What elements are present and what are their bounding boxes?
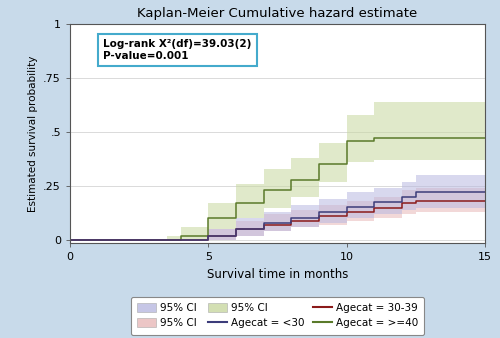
Text: Log-rank X²(df)=39.03(2)
P-value=0.001: Log-rank X²(df)=39.03(2) P-value=0.001 (103, 39, 252, 61)
Title: Kaplan-Meier Cumulative hazard estimate: Kaplan-Meier Cumulative hazard estimate (138, 7, 417, 20)
X-axis label: Survival time in months: Survival time in months (207, 268, 348, 281)
Legend: 95% CI, 95% CI , 95% CI  , Agecat = <30, Agecat = 30-39, Agecat = >=40: 95% CI, 95% CI , 95% CI , Agecat = <30, … (130, 297, 424, 335)
Y-axis label: Estimated survival probability: Estimated survival probability (28, 55, 38, 212)
